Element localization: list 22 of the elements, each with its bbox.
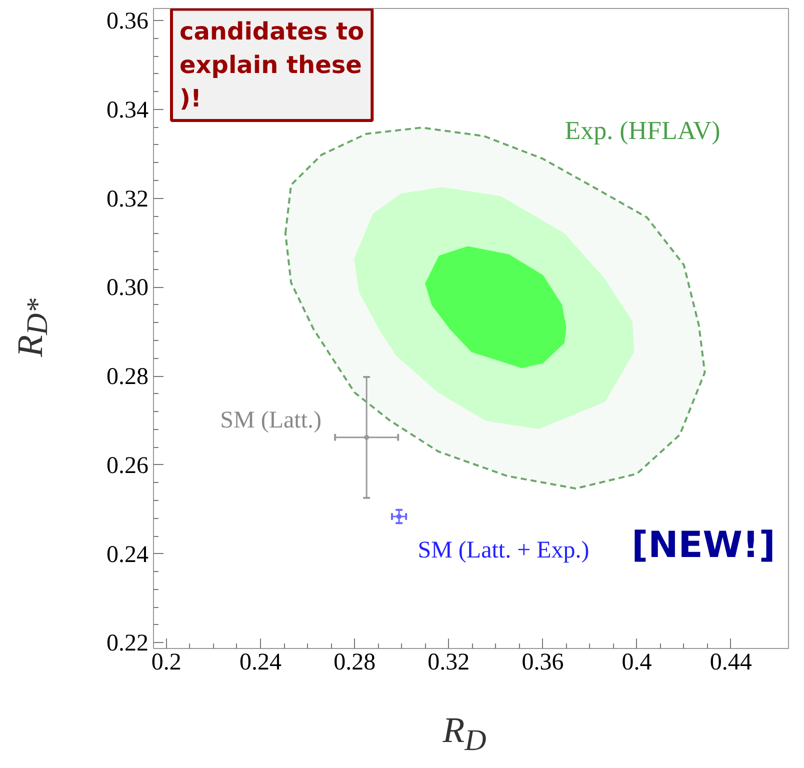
y-tick-label: 0.32 bbox=[106, 186, 148, 212]
y-tick-label: 0.28 bbox=[106, 364, 148, 390]
annotation: SM (Latt. + Exp.) bbox=[418, 538, 590, 564]
x-tick-label: 0.32 bbox=[428, 650, 470, 676]
x-tick-label: 0.36 bbox=[522, 650, 564, 676]
x-tick-label: 0.24 bbox=[240, 650, 282, 676]
y-tick-label: 0.24 bbox=[106, 542, 148, 568]
annotation: Exp. (HFLAV) bbox=[564, 116, 720, 145]
annotation: )! bbox=[180, 84, 202, 112]
x-axis-title: R$_{D}$ bbox=[442, 709, 486, 760]
annotation: candidates to explain these bbox=[180, 17, 364, 79]
y-tick-label: 0.34 bbox=[106, 97, 148, 124]
y-tick-label: 0.36 bbox=[106, 8, 148, 34]
x-tick-label: 0.4 bbox=[622, 650, 652, 676]
x-tick-label: 0.2 bbox=[151, 650, 182, 676]
x-tick-label: 0.44 bbox=[710, 650, 752, 676]
y-tick-label: 0.22 bbox=[106, 630, 148, 657]
x-tick-label: 0.28 bbox=[334, 650, 376, 676]
annotation: [NEW!] bbox=[632, 525, 776, 566]
y-tick-label: 0.30 bbox=[106, 275, 148, 302]
y-tick-label: 0.26 bbox=[106, 452, 148, 479]
annotation: SM (Latt.) bbox=[220, 408, 322, 434]
